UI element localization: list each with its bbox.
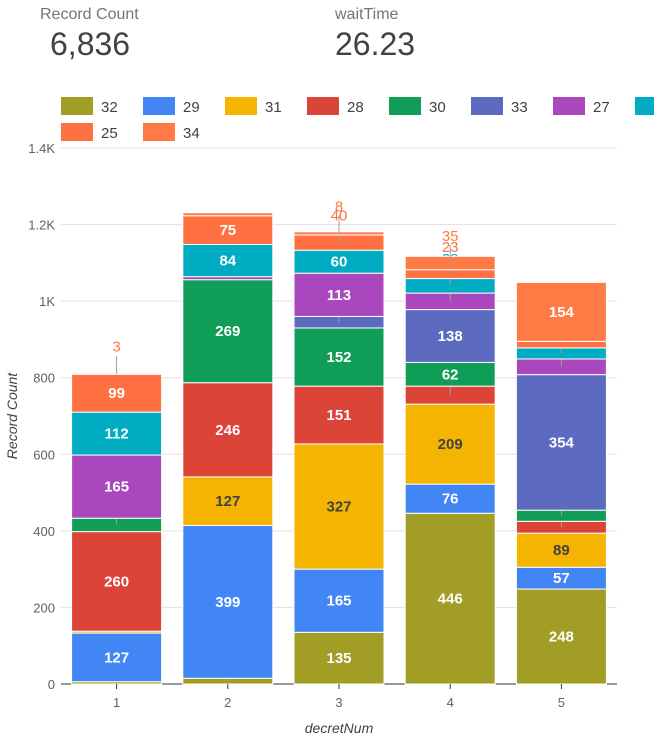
data-label: 248	[549, 629, 574, 646]
scorecard-value: 6,836	[50, 26, 131, 62]
bar-segment	[515, 532, 607, 568]
x-axis-title: decretNum	[305, 720, 374, 736]
legend-label: 25	[101, 125, 118, 142]
waittime-scorecard: waitTime 26.23	[335, 6, 415, 63]
data-label: 127	[104, 649, 129, 666]
data-label: 8	[335, 198, 343, 215]
y-tick-label: 1K	[39, 294, 55, 309]
y-tick-label: 600	[33, 447, 55, 462]
bar-segment	[293, 272, 385, 317]
bar-segment	[182, 524, 274, 679]
bar-segment	[293, 327, 385, 387]
bar-segment	[182, 212, 274, 217]
x-tick-label: 1	[113, 695, 120, 710]
bar-segment	[182, 215, 274, 245]
bar-segment	[182, 279, 274, 384]
bar-segment	[515, 340, 607, 349]
bar-segment	[293, 385, 385, 445]
legend-swatch	[225, 97, 257, 115]
legend-swatch	[635, 97, 654, 115]
scorecard-label: Record Count	[40, 6, 139, 23]
legend-label: 28	[347, 99, 364, 116]
legend-swatch	[143, 123, 175, 141]
legend-swatch	[389, 97, 421, 115]
legend-label: 29	[183, 99, 200, 116]
legend-label: 32	[101, 99, 118, 116]
legend-label: 33	[511, 99, 528, 116]
y-tick-label: 1.2K	[28, 218, 55, 233]
data-label: 3	[112, 339, 120, 356]
bar-segment	[71, 632, 163, 683]
data-label: 327	[326, 499, 351, 516]
legend-swatch	[61, 123, 93, 141]
record-count-scorecard: Record Count 6,836	[40, 6, 139, 63]
data-label: 57	[553, 570, 570, 587]
data-label: 209	[438, 436, 463, 453]
legend-swatch	[61, 97, 93, 115]
bar-segment	[404, 403, 496, 485]
bar-segment	[293, 568, 385, 633]
bar-segment	[182, 476, 274, 526]
legend-swatch	[143, 97, 175, 115]
data-label: 112	[104, 426, 128, 443]
data-label: 165	[326, 593, 351, 610]
legend-label: 34	[183, 125, 200, 142]
y-tick-label: 400	[33, 524, 55, 539]
y-tick-label: 200	[33, 600, 55, 615]
x-tick-label: 5	[558, 695, 565, 710]
data-label: 62	[442, 366, 459, 383]
data-label: 99	[108, 385, 125, 402]
data-label: 354	[549, 434, 575, 451]
bar-segment	[293, 631, 385, 685]
legend-label: 31	[265, 99, 282, 116]
bar-segment	[182, 243, 274, 278]
data-label: 35	[442, 228, 459, 245]
data-label: 154	[549, 304, 575, 321]
data-label: 152	[326, 349, 351, 366]
data-label: 138	[438, 328, 463, 345]
data-label: 75	[219, 222, 236, 239]
data-label: 246	[215, 422, 240, 439]
legend-swatch	[307, 97, 339, 115]
scorecard-label: waitTime	[335, 6, 399, 23]
legend-label: 27	[593, 99, 610, 116]
data-label: 113	[327, 287, 351, 304]
data-label: 135	[326, 650, 351, 667]
scorecard-value: 26.23	[335, 26, 416, 62]
data-label: 151	[326, 407, 351, 424]
data-label: 260	[104, 573, 129, 590]
y-tick-label: 0	[48, 677, 55, 692]
data-label: 127	[215, 493, 240, 510]
y-tick-label: 1.4K	[28, 141, 55, 156]
data-label: 165	[104, 479, 129, 496]
bar-segment	[293, 443, 385, 570]
legend-swatch	[553, 97, 585, 115]
legend-swatch	[471, 97, 503, 115]
data-label: 84	[219, 253, 236, 270]
bar-segment	[515, 281, 607, 342]
data-label: 89	[553, 542, 570, 559]
data-label: 446	[438, 591, 463, 608]
bar-segment	[515, 374, 607, 511]
bar-segment	[404, 512, 496, 685]
data-label: 269	[215, 323, 240, 340]
y-axis-title: Record Count	[4, 372, 20, 459]
data-label: 60	[331, 254, 348, 271]
data-label: 399	[215, 594, 240, 611]
data-label: 76	[442, 491, 459, 508]
bar-segment	[71, 454, 163, 519]
bar-segment	[71, 531, 163, 632]
bar-segment	[404, 483, 496, 514]
x-tick-label: 2	[224, 695, 231, 710]
legend-label: 30	[429, 99, 446, 116]
x-tick-label: 4	[447, 695, 454, 710]
bar-segment	[71, 373, 163, 413]
bar-segment	[404, 309, 496, 363]
x-tick-label: 3	[335, 695, 342, 710]
y-tick-label: 800	[33, 371, 55, 386]
